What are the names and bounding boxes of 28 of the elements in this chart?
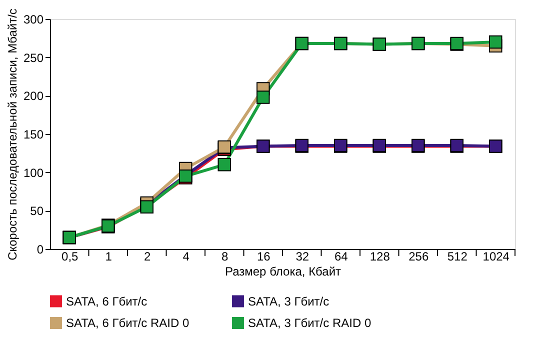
legend-label: SATA, 3 Гбит/с [248,294,330,308]
x-tick-label: 8 [222,250,229,264]
point [218,158,231,172]
y-tick-label: 200 [23,89,44,104]
point [489,35,502,49]
x-tick-label: 2 [144,250,152,264]
x-tick-label: 512 [447,250,468,264]
x-tick-label: 0,5 [62,250,79,264]
x-tick-label: 1 [105,250,112,264]
x-tick-label: 16 [256,250,271,264]
y-tick-label: 300 [23,12,44,26]
x-axis-title: Размер блока, Кбайт [224,264,342,278]
x-tick-label: 64 [334,250,348,264]
x-tick-label: 256 [408,250,429,264]
y-tick-label: 100 [23,166,44,180]
legend-label: SATA, 3 Гбит/с RAID 0 [248,316,372,330]
x-tick-label: 1024 [482,250,510,264]
point [256,90,270,104]
legend-label: SATA, 6 Гбит/с RAID 0 [66,316,190,330]
y-tick-label: 150 [23,128,44,142]
x-tick-label: 32 [296,250,310,264]
legend-label: SATA, 6 Гбит/с [66,294,148,308]
y-tick-label: 0 [36,242,44,256]
y-tick-label: 250 [23,50,44,65]
y-axis-title: Скорость последовательной записи, Мбайт/с [5,8,20,260]
y-tick-label: 50 [30,204,44,218]
x-tick-label: 128 [370,250,390,264]
x-tick-label: 4 [182,250,190,264]
